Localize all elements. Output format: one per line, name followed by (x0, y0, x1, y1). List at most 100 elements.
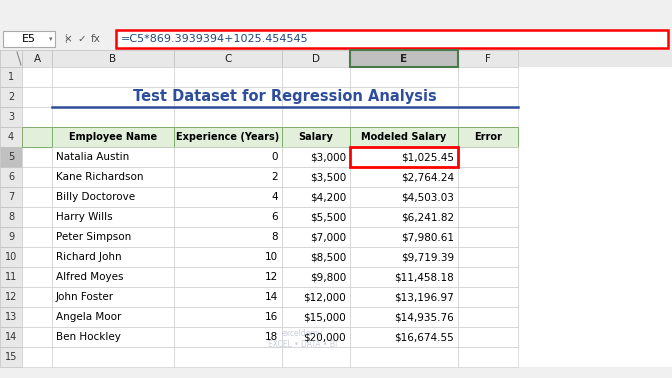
Bar (0, 167, 672, 187)
Bar (458, 307, 518, 327)
Bar (0, 227, 672, 247)
Bar (458, 207, 518, 227)
Bar (52, 207, 174, 227)
Bar (458, 267, 518, 287)
Text: 15: 15 (5, 352, 17, 362)
Text: 12: 12 (5, 292, 17, 302)
Bar (52, 247, 174, 267)
Bar (458, 287, 518, 307)
Text: Richard John: Richard John (56, 252, 122, 262)
Bar (458, 247, 518, 267)
Bar (282, 287, 350, 307)
Bar (282, 107, 350, 127)
Bar (174, 227, 282, 247)
Bar (282, 227, 350, 247)
Text: Alfred Moyes: Alfred Moyes (56, 272, 124, 282)
Text: E5: E5 (22, 34, 36, 44)
Bar (174, 167, 282, 187)
Text: ×: × (64, 34, 73, 44)
Bar (174, 50, 282, 67)
Bar (174, 227, 282, 247)
Bar (52, 187, 174, 207)
Text: Kane Richardson: Kane Richardson (56, 172, 144, 182)
Bar (0, 267, 22, 287)
Bar (458, 107, 518, 127)
Text: ⋮: ⋮ (60, 34, 71, 44)
Bar (350, 227, 458, 247)
Text: $4,200: $4,200 (310, 192, 346, 202)
Text: ✓: ✓ (78, 34, 87, 44)
Text: B: B (110, 54, 116, 64)
Bar (22, 247, 52, 267)
Bar (52, 287, 174, 307)
Text: 7: 7 (8, 192, 14, 202)
Text: 10: 10 (5, 252, 17, 262)
Bar (0, 127, 672, 147)
Text: $3,500: $3,500 (310, 172, 346, 182)
Bar (0, 267, 672, 287)
Text: $14,935.76: $14,935.76 (394, 312, 454, 322)
Bar (22, 87, 52, 107)
Bar (0, 67, 22, 87)
Bar (174, 67, 282, 87)
Bar (174, 287, 282, 307)
Bar (52, 307, 174, 327)
Text: $16,674.55: $16,674.55 (394, 332, 454, 342)
Bar (52, 267, 174, 287)
Bar (282, 87, 350, 107)
Text: Salary: Salary (298, 132, 333, 142)
Text: 2: 2 (271, 172, 278, 182)
Bar (22, 50, 52, 67)
Text: $12,000: $12,000 (303, 292, 346, 302)
Text: ▾: ▾ (48, 36, 52, 42)
Bar (0, 327, 22, 347)
Bar (0, 207, 672, 227)
Bar (458, 147, 518, 167)
Text: $1,025.45: $1,025.45 (401, 152, 454, 162)
Text: =C5*869.3939394+1025.454545: =C5*869.3939394+1025.454545 (121, 34, 308, 44)
Bar (0, 247, 22, 267)
Bar (52, 107, 174, 127)
Text: $20,000: $20,000 (303, 332, 346, 342)
Bar (350, 107, 458, 127)
Bar (350, 327, 458, 347)
Bar (458, 147, 518, 167)
Bar (350, 187, 458, 207)
Bar (282, 267, 350, 287)
Bar (350, 287, 458, 307)
Bar (0, 50, 672, 67)
Bar (174, 267, 282, 287)
Bar (0, 0, 672, 28)
Text: D: D (312, 54, 320, 64)
Bar (52, 267, 174, 287)
Text: C: C (224, 54, 232, 64)
Bar (458, 207, 518, 227)
Bar (174, 207, 282, 227)
Text: 13: 13 (5, 312, 17, 322)
Text: Angela Moor: Angela Moor (56, 312, 122, 322)
Bar (282, 167, 350, 187)
Bar (0, 147, 672, 167)
Text: fx: fx (91, 34, 101, 44)
Bar (458, 227, 518, 247)
Bar (350, 307, 458, 327)
Text: $2,764.24: $2,764.24 (401, 172, 454, 182)
Text: 16: 16 (265, 312, 278, 322)
Text: $5,500: $5,500 (310, 212, 346, 222)
Text: Modeled Salary: Modeled Salary (362, 132, 447, 142)
Text: 5: 5 (8, 152, 14, 162)
Bar (0, 287, 22, 307)
Bar (458, 87, 518, 107)
Text: 14: 14 (265, 292, 278, 302)
Bar (52, 87, 174, 107)
Bar (282, 127, 350, 147)
Bar (282, 167, 350, 187)
Bar (282, 207, 350, 227)
Bar (282, 247, 350, 267)
Bar (458, 187, 518, 207)
Bar (22, 307, 52, 327)
Text: $7,000: $7,000 (310, 232, 346, 242)
Bar (350, 267, 458, 287)
Bar (116, 30, 668, 48)
Bar (282, 187, 350, 207)
